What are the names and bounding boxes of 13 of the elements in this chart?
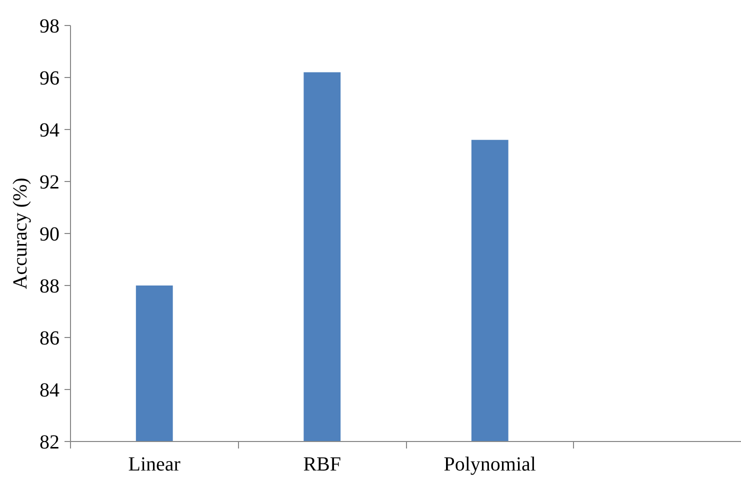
y-tick-label: 92 [40, 172, 60, 194]
x-tick-label: Linear [128, 454, 181, 476]
y-tick-label: 94 [40, 120, 60, 142]
y-tick-label: 82 [40, 432, 60, 454]
x-tick-label: RBF [303, 454, 342, 476]
y-tick-label: 88 [40, 276, 60, 298]
x-tick-label: Polynomial [444, 454, 536, 476]
y-tick-label: 98 [40, 16, 60, 38]
y-tick-label: 84 [40, 380, 60, 402]
y-axis-title: Accuracy (%) [10, 178, 32, 290]
y-tick-label: 86 [40, 328, 60, 350]
y-tick-label: 96 [40, 68, 60, 90]
y-tick-label: 90 [40, 224, 60, 246]
